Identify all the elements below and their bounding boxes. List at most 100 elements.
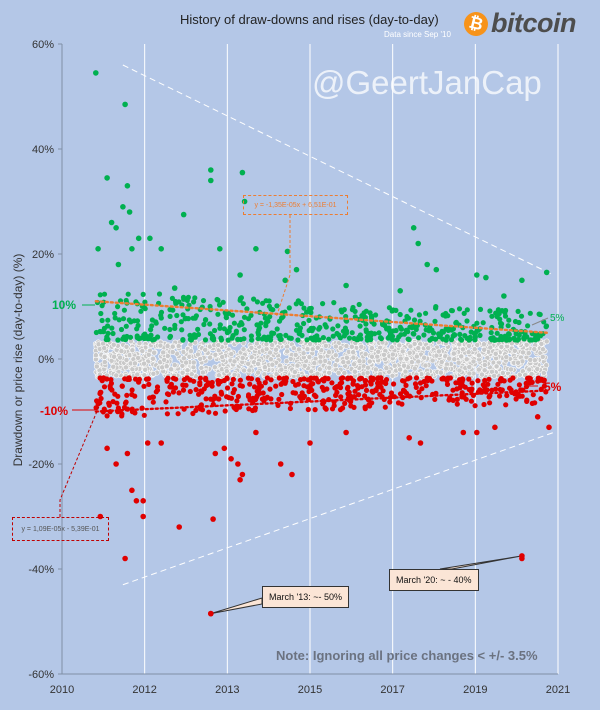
rise-point — [293, 301, 299, 307]
rise-point — [155, 334, 161, 340]
neutral-point — [111, 353, 117, 360]
drawdown-point — [129, 391, 135, 398]
neutral-point — [499, 370, 506, 376]
neutral-point — [179, 369, 186, 376]
rise-outlier-point — [113, 225, 119, 231]
drawdown-point — [432, 396, 438, 402]
rise-point — [191, 299, 197, 305]
neutral-point — [348, 343, 355, 350]
rise-point — [349, 307, 355, 313]
drawdown-point — [108, 380, 114, 386]
neutral-point — [306, 354, 313, 360]
drawdown-trend-line — [94, 389, 548, 413]
neutral-point — [364, 369, 371, 376]
rise-point — [251, 296, 257, 302]
neutral-point — [145, 351, 152, 358]
neutral-point — [207, 354, 213, 361]
y-tick-label: -20% — [28, 459, 54, 471]
neutral-point — [543, 338, 550, 345]
neutral-point — [455, 359, 462, 366]
neutral-point — [113, 372, 120, 379]
rise-point — [336, 332, 342, 338]
drawdown-point — [187, 377, 193, 383]
rise-point — [167, 333, 174, 339]
drawdown-point — [345, 384, 351, 390]
rise-outlier-point — [158, 246, 164, 252]
drawdown-point — [538, 396, 544, 402]
rise-point — [241, 314, 248, 320]
neutral-point — [231, 371, 238, 378]
rise-point — [310, 325, 316, 331]
neutral-point — [136, 340, 143, 347]
x-tick-label: 2012 — [132, 684, 156, 696]
drawdown-point — [340, 375, 346, 381]
neutral-point — [446, 355, 453, 362]
rise-point — [496, 337, 502, 343]
rise-point — [173, 300, 179, 307]
drawdown-point — [375, 380, 381, 386]
rise-point — [256, 332, 262, 338]
drawdown-point — [358, 375, 365, 381]
neutral-point — [425, 345, 432, 351]
drawdown-point — [324, 386, 330, 392]
drawdown-point — [119, 383, 125, 389]
rise-point — [149, 323, 155, 329]
rise-point — [203, 317, 209, 323]
neutral-point — [245, 360, 252, 367]
rise-point — [259, 336, 265, 342]
neutral-point — [316, 366, 323, 373]
drawdown-point — [510, 375, 516, 381]
rise-point — [363, 308, 369, 314]
neutral-point — [326, 364, 333, 371]
rise-point — [363, 327, 369, 333]
drawdown-point — [163, 399, 169, 405]
neutral-point — [283, 358, 290, 365]
rise-point — [138, 308, 144, 314]
drawdown-equation-connector — [59, 403, 101, 517]
drawdown-point — [268, 377, 274, 383]
rise-point — [262, 315, 268, 321]
rise-point — [296, 331, 302, 337]
drawdown-point — [98, 395, 104, 402]
x-tick-label: 2015 — [298, 684, 322, 696]
rise-point — [505, 323, 511, 329]
rise-outlier-point — [501, 293, 507, 299]
neutral-point — [179, 362, 186, 369]
drawdown-point — [383, 377, 390, 383]
neutral-point — [188, 348, 194, 354]
neutral-point — [332, 343, 339, 350]
drawdown-point — [97, 389, 103, 396]
neutral-point — [246, 367, 253, 374]
rise-point — [397, 311, 403, 318]
rise-point — [503, 337, 510, 343]
neutral-point — [450, 350, 457, 357]
neutral-point — [110, 341, 117, 348]
rise-point — [363, 321, 369, 327]
rise-point — [513, 331, 519, 337]
drawdown-outlier-point — [176, 524, 182, 530]
rise-point — [497, 320, 504, 326]
rise-point — [123, 323, 129, 329]
rise-point — [368, 313, 374, 319]
drawdown-outlier-point — [140, 498, 146, 504]
rise-point — [258, 320, 264, 326]
neutral-point — [199, 369, 206, 376]
rise-point — [249, 337, 255, 343]
rise-point — [169, 295, 175, 301]
drawdown-point — [497, 377, 503, 383]
neutral-point — [391, 362, 398, 369]
drawdown-point — [311, 392, 318, 398]
drawdown-point — [234, 398, 240, 404]
drawdown-point — [216, 396, 222, 402]
drawdown-point — [333, 384, 339, 390]
neutral-point — [413, 353, 420, 360]
plus5-marker — [531, 317, 549, 326]
rise-outlier-point — [115, 261, 122, 268]
rise-point — [137, 335, 143, 341]
neutral-point — [212, 351, 219, 358]
neutral-point — [326, 369, 333, 376]
rise-point — [323, 324, 329, 330]
y-tick-label: 40% — [32, 144, 54, 156]
neutral-point — [163, 363, 170, 370]
drawdown-point — [439, 376, 445, 382]
